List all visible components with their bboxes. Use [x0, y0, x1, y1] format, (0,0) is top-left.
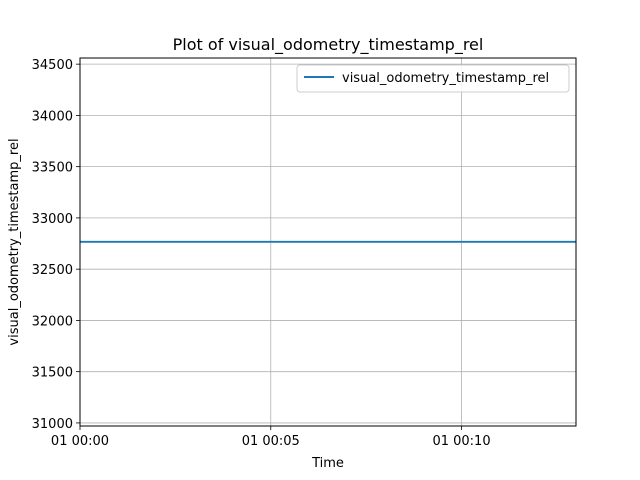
y-axis-label: visual_odometry_timestamp_rel [7, 138, 22, 345]
y-tick-label: 34500 [32, 58, 73, 73]
y-tick-label: 32500 [32, 263, 73, 278]
y-tick-label: 33500 [32, 161, 73, 176]
y-axis-ticks: 31000 31500 32000 32500 33000 33500 34000 34500 [32, 58, 80, 432]
legend-box [296, 64, 570, 93]
x-tick-label: 01 00:00 [51, 434, 109, 449]
chart-title: Plot of visual_odometry_timestamp_rel [173, 35, 484, 55]
x-axis-ticks: 01 00:00 01 00:05 01 00:10 [51, 426, 491, 449]
plot-frame [79, 57, 577, 427]
x-tick-label: 01 00:10 [432, 434, 490, 449]
y-tick-label: 33000 [32, 212, 73, 227]
y-tick-label: 32000 [32, 314, 73, 329]
y-tick-label: 34000 [32, 109, 73, 124]
y-tick-label: 31500 [32, 366, 73, 381]
x-tick-label: 01 00:05 [242, 434, 300, 449]
legend-label: visual_odometry_timestamp_rel [342, 71, 549, 86]
legend: visual_odometry_timestamp_rel [296, 64, 570, 93]
y-tick-label: 31000 [32, 417, 73, 432]
x-axis-label: Time [311, 456, 344, 471]
